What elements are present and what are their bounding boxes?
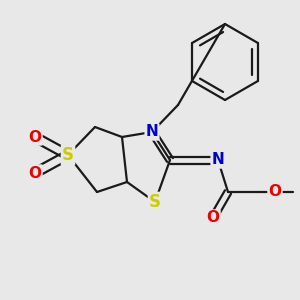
- Text: O: O: [268, 184, 281, 200]
- Text: N: N: [212, 152, 224, 167]
- Text: S: S: [149, 193, 161, 211]
- Text: O: O: [28, 166, 41, 181]
- Text: O: O: [206, 211, 220, 226]
- Text: O: O: [28, 130, 41, 145]
- Text: N: N: [146, 124, 158, 140]
- Text: S: S: [62, 146, 74, 164]
